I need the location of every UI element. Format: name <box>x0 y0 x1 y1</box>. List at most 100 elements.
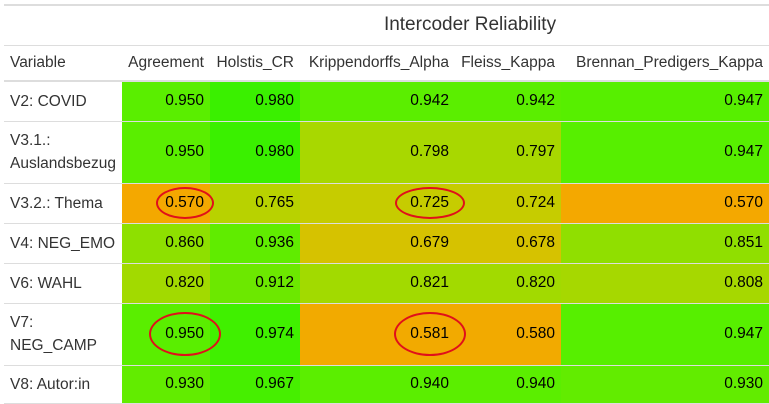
value-text: 0.940 <box>410 375 449 392</box>
variable-cell: V7: NEG_CAMP <box>4 303 122 366</box>
value-cell-krippendorffs-alpha: 0.821 <box>300 263 455 304</box>
spanner-empty-cell <box>4 4 122 45</box>
value-cell-agreement: 0.860 <box>122 223 210 264</box>
value-text: 0.808 <box>724 274 764 291</box>
value-text: 0.679 <box>410 234 449 251</box>
highlight-circle-annotation <box>394 187 465 219</box>
variable-cell: V3.1.: Auslandsbezug <box>4 121 122 184</box>
value-cell-brennan-predigers-kappa: 0.947 <box>561 81 769 122</box>
value-cell-fleiss-kappa: 0.678 <box>455 223 561 264</box>
value-text: 0.912 <box>255 274 294 291</box>
value-text: 0.930 <box>724 375 764 392</box>
value-text: 0.936 <box>255 234 294 251</box>
table-row: V4: NEG_EMO 0.860 0.936 0.679 0.678 0.85… <box>4 223 769 264</box>
value-text: 0.820 <box>516 274 555 291</box>
value-cell-fleiss-kappa: 0.724 <box>455 183 561 224</box>
value-text: 0.860 <box>165 234 204 251</box>
value-cell-agreement: 0.950 <box>122 121 210 184</box>
value-cell-krippendorffs-alpha: 0.679 <box>300 223 455 264</box>
value-cell-holstis-cr: 0.967 <box>210 365 300 404</box>
spanner-title: Intercoder Reliability <box>383 14 557 36</box>
value-cell-agreement: 0.950 <box>122 303 221 366</box>
variable-cell: V8: Autor:in <box>4 365 122 404</box>
column-header-variable: Variable <box>4 44 122 82</box>
value-cell-agreement: 0.950 <box>122 81 210 122</box>
value-cell-brennan-predigers-kappa: 0.808 <box>561 263 769 304</box>
value-text: 0.942 <box>516 92 555 110</box>
table-row: V3.1.: Auslandsbezug 0.950 0.980 0.798 0.… <box>4 121 769 184</box>
value-cell-holstis-cr: 0.974 <box>210 303 300 366</box>
variable-label: V8: Autor:in <box>10 375 91 393</box>
value-cell-holstis-cr: 0.980 <box>210 81 300 122</box>
value-cell-krippendorffs-alpha: 0.725 <box>300 183 465 224</box>
value-text: 0.942 <box>410 92 449 110</box>
variable-label-line-2: Auslandsbezug <box>10 155 116 172</box>
column-header-krippendorffs-alpha: Krippendorffs_Alpha <box>300 44 455 82</box>
value-cell-holstis-cr: 0.936 <box>210 223 300 264</box>
variable-label-line-1: V3.1.: <box>10 132 51 149</box>
variable-label-line-1: V7: <box>10 314 34 331</box>
value-text: 0.947 <box>724 143 764 160</box>
highlight-circle-annotation <box>155 187 214 219</box>
value-text: 0.765 <box>255 194 294 211</box>
value-cell-fleiss-kappa: 0.580 <box>455 303 561 366</box>
table-row: V3.2.: Thema 0.570 0.765 0.725 0.724 0.5… <box>4 183 769 224</box>
value-text: 0.930 <box>165 375 204 392</box>
column-header-row: Variable Agreement Holstis_CR Krippendor… <box>4 44 769 82</box>
value-text: 0.798 <box>410 143 449 160</box>
value-text: 0.980 <box>255 143 294 160</box>
value-text: 0.950 <box>165 143 204 160</box>
value-cell-brennan-predigers-kappa: 0.851 <box>561 223 769 264</box>
value-cell-brennan-predigers-kappa: 0.947 <box>561 303 769 366</box>
variable-label: V6: WAHL <box>10 274 82 292</box>
value-text: 0.797 <box>516 143 555 160</box>
spanner-header: Intercoder Reliability <box>122 4 769 45</box>
variable-label: V2: COVID <box>10 92 87 110</box>
value-text: 0.967 <box>255 375 294 392</box>
variable-cell: V6: WAHL <box>4 263 122 304</box>
value-text: 0.580 <box>516 325 555 342</box>
value-text: 0.724 <box>516 194 555 211</box>
value-text: 0.947 <box>724 92 764 110</box>
value-text: 0.570 <box>724 194 764 211</box>
table-row: V6: WAHL 0.820 0.912 0.821 0.820 0.808 <box>4 263 769 304</box>
highlight-circle-annotation <box>393 312 466 356</box>
value-cell-agreement: 0.570 <box>122 183 214 224</box>
column-header-agreement: Agreement <box>122 44 210 82</box>
highlight-circle-annotation <box>148 312 221 356</box>
variable-cell: V3.2.: Thema <box>4 183 122 224</box>
value-text: 0.950 <box>165 92 204 110</box>
value-cell-krippendorffs-alpha: 0.940 <box>300 365 455 404</box>
value-cell-brennan-predigers-kappa: 0.947 <box>561 121 769 184</box>
value-cell-holstis-cr: 0.912 <box>210 263 300 304</box>
value-text: 0.974 <box>255 325 294 342</box>
table-row: V7: NEG_CAMP 0.950 0.974 0.581 0.580 0.94… <box>4 303 769 366</box>
value-text: 0.820 <box>165 274 204 291</box>
value-cell-krippendorffs-alpha: 0.581 <box>300 303 466 366</box>
value-cell-krippendorffs-alpha: 0.942 <box>300 81 455 122</box>
value-cell-agreement: 0.930 <box>122 365 210 404</box>
value-cell-holstis-cr: 0.980 <box>210 121 300 184</box>
variable-cell: V4: NEG_EMO <box>4 223 122 264</box>
table-row: V2: COVID 0.950 0.980 0.942 0.942 0.947 <box>4 81 769 122</box>
value-cell-fleiss-kappa: 0.940 <box>455 365 561 404</box>
value-text: 0.950 <box>148 312 221 356</box>
column-header-brennan-predigers-kappa: Brennan_Predigers_Kappa <box>561 44 769 82</box>
column-header-holstis-cr: Holstis_CR <box>210 44 300 82</box>
table-row: V8: Autor:in 0.930 0.967 0.940 0.940 0.9… <box>4 365 769 404</box>
value-cell-holstis-cr: 0.765 <box>210 183 300 224</box>
value-text: 0.581 <box>393 312 466 356</box>
value-text: 0.940 <box>516 375 555 392</box>
intercoder-reliability-table: Intercoder Reliability Variable Agreemen… <box>4 4 769 404</box>
value-cell-fleiss-kappa: 0.797 <box>455 121 561 184</box>
value-text: 0.678 <box>516 234 555 251</box>
value-cell-brennan-predigers-kappa: 0.570 <box>561 183 769 224</box>
value-text: 0.570 <box>155 187 214 219</box>
value-cell-brennan-predigers-kappa: 0.930 <box>561 365 769 404</box>
value-text: 0.980 <box>255 92 294 110</box>
variable-label-line-2: NEG_CAMP <box>10 337 97 354</box>
value-text: 0.725 <box>394 187 465 219</box>
value-text: 0.851 <box>724 234 764 251</box>
value-cell-fleiss-kappa: 0.942 <box>455 81 561 122</box>
